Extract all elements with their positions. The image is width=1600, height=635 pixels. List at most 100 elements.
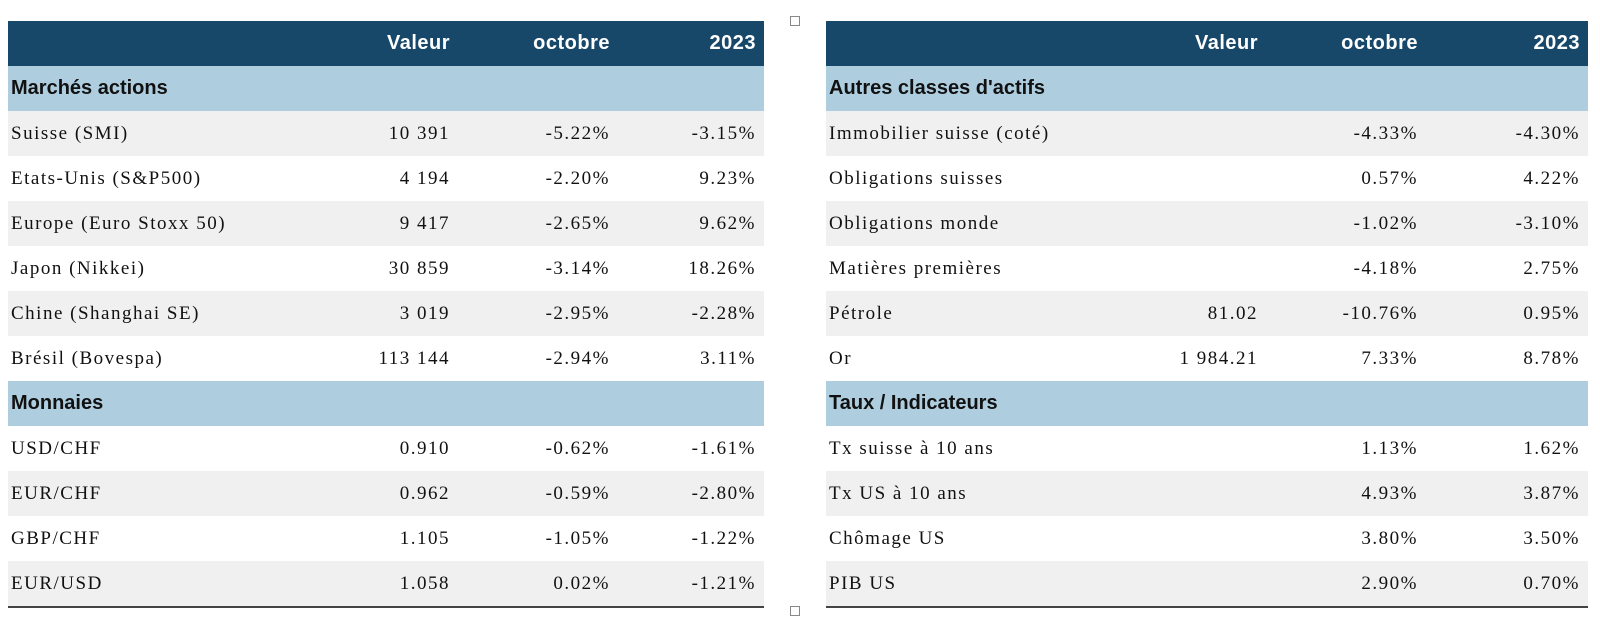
row-value: 3 019 [298, 291, 458, 336]
table-row: EUR/CHF 0.962 -0.59% -2.80% [8, 471, 764, 516]
row-name: Suisse (SMI) [8, 111, 298, 156]
row-month-change: 7.33% [1266, 336, 1426, 381]
table-row: Suisse (SMI) 10 391 -5.22% -3.15% [8, 111, 764, 156]
row-month-change: -3.14% [458, 246, 618, 291]
row-value: 113 144 [298, 336, 458, 381]
row-month-change: -5.22% [458, 111, 618, 156]
table-row: Pétrole 81.02 -10.76% 0.95% [826, 291, 1588, 336]
row-ytd-change: 1.62% [1426, 426, 1588, 471]
row-month-change: 3.80% [1266, 516, 1426, 561]
header-year: 2023 [1426, 21, 1588, 66]
row-ytd-change: -3.10% [1426, 201, 1588, 246]
row-ytd-change: -2.80% [618, 471, 764, 516]
header-year: 2023 [618, 21, 764, 66]
bottom-resize-handle[interactable] [790, 606, 800, 616]
table-row: Tx suisse à 10 ans 1.13% 1.62% [826, 426, 1588, 471]
row-month-change: 2.90% [1266, 561, 1426, 606]
row-ytd-change: 3.50% [1426, 516, 1588, 561]
row-month-change: -4.18% [1266, 246, 1426, 291]
row-value [1116, 156, 1266, 201]
row-ytd-change: 2.75% [1426, 246, 1588, 291]
row-ytd-change: -3.15% [618, 111, 764, 156]
table-row: USD/CHF 0.910 -0.62% -1.61% [8, 426, 764, 471]
row-name: Chômage US [826, 516, 1116, 561]
row-ytd-change: -4.30% [1426, 111, 1588, 156]
table-row: Or 1 984.21 7.33% 8.78% [826, 336, 1588, 381]
header-value: Valeur [1116, 21, 1266, 66]
row-value [1116, 561, 1266, 606]
table-row: Chine (Shanghai SE) 3 019 -2.95% -2.28% [8, 291, 764, 336]
top-resize-handle[interactable] [790, 16, 800, 26]
row-ytd-change: 9.62% [618, 201, 764, 246]
row-ytd-change: -2.28% [618, 291, 764, 336]
section-header-row: Autres classes d'actifs [826, 66, 1588, 111]
header-value: Valeur [298, 21, 458, 66]
row-name: PIB US [826, 561, 1116, 606]
row-month-change: -10.76% [1266, 291, 1426, 336]
header-blank [826, 21, 1116, 66]
row-name: Chine (Shanghai SE) [8, 291, 298, 336]
row-month-change: 4.93% [1266, 471, 1426, 516]
table-row: Etats-Unis (S&P500) 4 194 -2.20% 9.23% [8, 156, 764, 201]
row-ytd-change: 0.95% [1426, 291, 1588, 336]
section-title: Taux / Indicateurs [826, 381, 1588, 426]
row-month-change: -1.05% [458, 516, 618, 561]
row-value: 1 984.21 [1116, 336, 1266, 381]
row-name: Immobilier suisse (coté) [826, 111, 1116, 156]
row-month-change: 0.57% [1266, 156, 1426, 201]
table-row: PIB US 2.90% 0.70% [826, 561, 1588, 606]
table-row: Brésil (Bovespa) 113 144 -2.94% 3.11% [8, 336, 764, 381]
row-name: EUR/CHF [8, 471, 298, 516]
row-name: USD/CHF [8, 426, 298, 471]
row-ytd-change: 18.26% [618, 246, 764, 291]
row-ytd-change: -1.21% [618, 561, 764, 606]
table-row: Chômage US 3.80% 3.50% [826, 516, 1588, 561]
row-value: 81.02 [1116, 291, 1266, 336]
row-month-change: -2.20% [458, 156, 618, 201]
row-month-change: -0.59% [458, 471, 618, 516]
header-month: octobre [458, 21, 618, 66]
table-row: Europe (Euro Stoxx 50) 9 417 -2.65% 9.62% [8, 201, 764, 246]
row-ytd-change: 3.11% [618, 336, 764, 381]
table-row: Japon (Nikkei) 30 859 -3.14% 18.26% [8, 246, 764, 291]
row-value: 9 417 [298, 201, 458, 246]
row-month-change: 0.02% [458, 561, 618, 606]
section-title: Autres classes d'actifs [826, 66, 1588, 111]
row-ytd-change: 8.78% [1426, 336, 1588, 381]
header-blank [8, 21, 298, 66]
header-month: octobre [1266, 21, 1426, 66]
row-value [1116, 516, 1266, 561]
row-ytd-change: 4.22% [1426, 156, 1588, 201]
row-ytd-change: -1.22% [618, 516, 764, 561]
row-month-change: -2.95% [458, 291, 618, 336]
section-title: Monnaies [8, 381, 764, 426]
row-name: Obligations suisses [826, 156, 1116, 201]
row-ytd-change: 3.87% [1426, 471, 1588, 516]
row-value: 1.105 [298, 516, 458, 561]
section-header-row: Taux / Indicateurs [826, 381, 1588, 426]
row-month-change: -1.02% [1266, 201, 1426, 246]
row-name: Japon (Nikkei) [8, 246, 298, 291]
section-header-row: Marchés actions [8, 66, 764, 111]
table-row: Immobilier suisse (coté) -4.33% -4.30% [826, 111, 1588, 156]
table-row: GBP/CHF 1.105 -1.05% -1.22% [8, 516, 764, 561]
left-market-table: Valeur octobre 2023 Marchés actions Suiss… [8, 21, 764, 608]
table-header-row: Valeur octobre 2023 [826, 21, 1588, 66]
row-name: Etats-Unis (S&P500) [8, 156, 298, 201]
row-value: 0.910 [298, 426, 458, 471]
table-row: Tx US à 10 ans 4.93% 3.87% [826, 471, 1588, 516]
row-name: Europe (Euro Stoxx 50) [8, 201, 298, 246]
row-month-change: -4.33% [1266, 111, 1426, 156]
row-name: Matières premières [826, 246, 1116, 291]
row-value [1116, 426, 1266, 471]
row-value [1116, 246, 1266, 291]
row-value: 1.058 [298, 561, 458, 606]
row-name: Brésil (Bovespa) [8, 336, 298, 381]
row-value: 30 859 [298, 246, 458, 291]
row-month-change: -2.65% [458, 201, 618, 246]
row-ytd-change: 9.23% [618, 156, 764, 201]
row-name: Obligations monde [826, 201, 1116, 246]
row-value: 0.962 [298, 471, 458, 516]
row-name: Tx suisse à 10 ans [826, 426, 1116, 471]
row-name: Or [826, 336, 1116, 381]
